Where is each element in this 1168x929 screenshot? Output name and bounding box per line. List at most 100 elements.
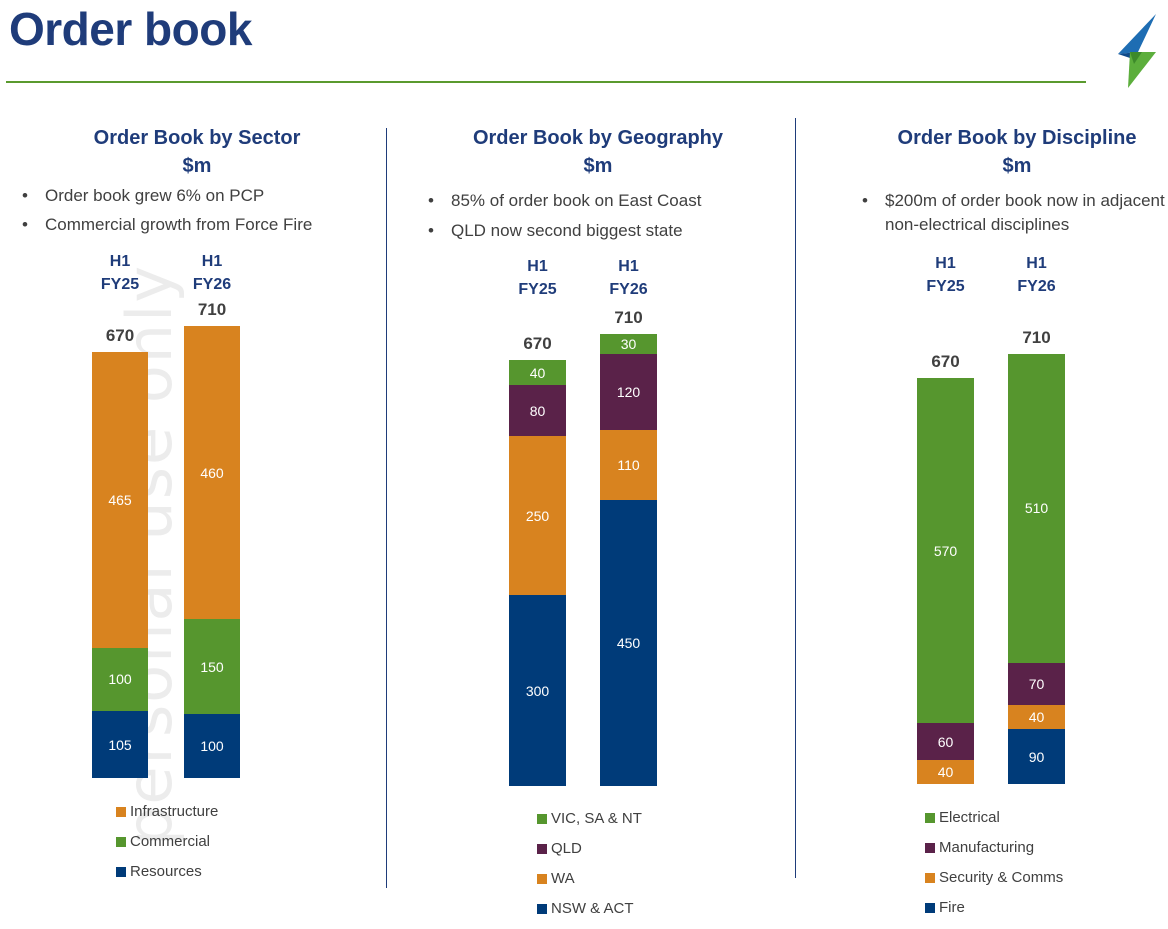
bar-total-label: 670 [931, 351, 960, 371]
legend-label: Manufacturing [939, 839, 1035, 856]
panel-title-text: Order Book by Discipline [897, 127, 1137, 149]
legend-swatch [116, 867, 126, 877]
legend-swatch [116, 837, 126, 847]
data-label: 465 [108, 491, 132, 508]
data-label: 40 [937, 763, 954, 780]
bar-segment-resources: 100 [184, 714, 240, 778]
category-label: H1 FY25 [906, 252, 986, 298]
bar-segment-qld: 120 [600, 353, 657, 430]
panel-title-sector: Order Book by Sector $m [40, 124, 354, 180]
category-label-line: H1 [1026, 255, 1047, 272]
legend-label: WA [551, 870, 575, 887]
bar-segment-vic-sa-nt: 30 [600, 334, 657, 354]
bullet-item: QLD now second biggest state [424, 219, 784, 243]
bullet-list-discipline: $200m of order book now in adjacent non-… [858, 189, 1168, 243]
category-label: H1 FY25 [498, 255, 578, 301]
data-label: 40 [529, 364, 546, 381]
legend-label: NSW & ACT [551, 900, 634, 917]
legend-swatch [925, 843, 935, 853]
bar-segment-electrical: 570 [917, 377, 974, 724]
data-label: 570 [933, 542, 958, 559]
legend-label: QLD [551, 840, 582, 857]
legend-swatch [537, 904, 547, 914]
legend-label: Resources [130, 863, 202, 880]
bar-segment-security-comms: 40 [1008, 705, 1065, 730]
data-label: 150 [200, 658, 224, 675]
category-label: H1 FY25 [80, 250, 160, 296]
legend-label: Electrical [939, 809, 1000, 826]
bar-segment-manufacturing: 70 [1008, 662, 1065, 706]
bar-segment-commercial: 150 [184, 619, 240, 715]
bar-segment-commercial: 100 [92, 647, 148, 712]
panel-title-unit: $m [1002, 155, 1032, 177]
bar-segment-wa: 110 [600, 429, 657, 500]
data-label: 40 [1028, 709, 1045, 726]
bullet-list-sector: Order book grew 6% on PCP Commercial gro… [18, 184, 378, 243]
bar-total-label: 670 [105, 325, 135, 345]
panel-title-discipline: Order Book by Discipline $m [860, 124, 1168, 180]
panel-title-unit: $m [583, 155, 613, 177]
data-label: 460 [200, 464, 224, 481]
data-label: 60 [937, 733, 954, 750]
category-label-line: H1 [935, 255, 956, 272]
legend-label: VIC, SA & NT [551, 810, 642, 827]
bullet-item: Order book grew 6% on PCP [18, 184, 378, 208]
bullet-list-geography: 85% of order book on East Coast QLD now … [424, 189, 784, 249]
category-label: H1 FY26 [589, 255, 669, 301]
category-label-line: H1 [527, 258, 548, 275]
bar-total-label: 710 [197, 300, 227, 320]
bar-segment-resources: 105 [92, 711, 148, 778]
bar-segment-infrastructure: 460 [184, 326, 240, 619]
company-logo-icon [1118, 14, 1156, 88]
data-label: 300 [525, 682, 550, 699]
bar-segment-qld: 80 [509, 385, 566, 437]
bar-segment-electrical: 510 [1008, 353, 1065, 663]
bar-segment-nsw-act: 450 [600, 499, 657, 786]
data-label: 250 [525, 507, 550, 524]
category-label: H1 FY26 [997, 252, 1077, 298]
data-label: 70 [1028, 676, 1045, 692]
category-label-line: H1 [201, 253, 223, 270]
legend-swatch [537, 814, 547, 824]
data-label: 100 [200, 738, 224, 755]
category-label: H1 FY26 [172, 250, 252, 296]
data-label: 120 [616, 383, 641, 400]
data-label: 510 [1024, 500, 1049, 517]
bullet-item: $200m of order book now in adjacent non-… [858, 189, 1168, 237]
bar-segment-infrastructure: 465 [92, 351, 148, 648]
data-label: 30 [620, 335, 637, 352]
bullet-item: 85% of order book on East Coast [424, 189, 784, 213]
legend-swatch [537, 874, 547, 884]
bar-segment-wa: 250 [509, 436, 566, 596]
bar-segment-nsw-act: 300 [509, 595, 566, 786]
panel-title-unit: $m [182, 155, 212, 177]
category-label-line: FY25 [100, 276, 140, 293]
legend-label: Fire [939, 899, 965, 916]
legend-swatch [537, 844, 547, 854]
legend-swatch [925, 903, 935, 913]
category-label-line: H1 [618, 258, 639, 275]
panel-title-text: Order Book by Sector [93, 127, 301, 149]
legend-label: Security & Comms [939, 869, 1064, 886]
legend-label: Infrastructure [130, 803, 219, 820]
category-label-line: FY26 [609, 281, 648, 298]
legend-swatch [116, 807, 126, 817]
legend-swatch [925, 873, 935, 883]
bar-total-label: 710 [1022, 327, 1051, 347]
bar-segment-security-comms: 40 [917, 759, 974, 784]
category-label-line: FY26 [1017, 278, 1056, 295]
panel-divider-2 [795, 118, 796, 878]
bar-segment-manufacturing: 60 [917, 723, 974, 760]
bar-segment-vic-sa-nt: 40 [509, 359, 566, 386]
panel-title-geography: Order Book by Geography $m [440, 124, 756, 180]
data-label: 110 [617, 456, 640, 473]
bullet-item: Commercial growth from Force Fire [18, 213, 378, 237]
bar-total-label: 710 [614, 308, 643, 328]
data-label: 100 [108, 671, 132, 688]
data-label: 80 [529, 402, 546, 419]
data-label: 90 [1028, 748, 1045, 765]
category-label-line: FY25 [926, 278, 965, 295]
page-title: Order book [9, 3, 252, 55]
category-label-line: FY26 [192, 276, 232, 293]
legend-label: Commercial [130, 833, 211, 850]
